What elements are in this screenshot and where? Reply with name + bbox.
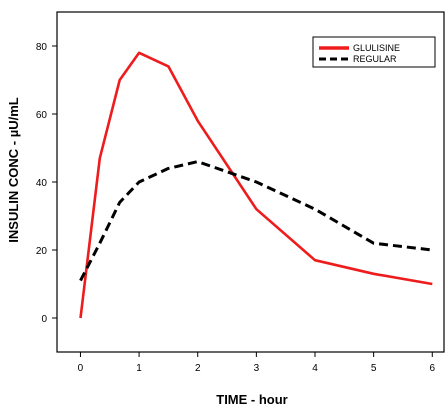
legend-label-regular: REGULAR bbox=[353, 54, 397, 64]
x-axis-title: TIME - hour bbox=[216, 392, 288, 407]
x-tick-label: 1 bbox=[136, 363, 142, 374]
legend-label-glulisine: GLULISINE bbox=[353, 43, 400, 53]
y-tick-label: 20 bbox=[36, 246, 48, 257]
x-axis-ticks: 0 1 2 3 4 5 6 bbox=[78, 352, 435, 374]
x-tick-label: 2 bbox=[195, 363, 201, 374]
x-tick-label: 5 bbox=[371, 363, 377, 374]
legend: GLULISINE REGULAR bbox=[312, 36, 436, 68]
y-axis-title: INSULIN CONC - µU/mL bbox=[6, 97, 21, 242]
legend-box bbox=[312, 36, 436, 68]
x-tick-label: 3 bbox=[254, 363, 260, 374]
series-line-glulisine bbox=[79, 51, 433, 319]
y-tick-label: 80 bbox=[36, 42, 48, 53]
y-tick-label: 0 bbox=[41, 314, 47, 325]
series-layer bbox=[79, 51, 433, 319]
y-axis-ticks: 0 20 40 60 80 bbox=[36, 42, 57, 325]
y-tick-label: 40 bbox=[36, 178, 48, 189]
series-line-regular bbox=[79, 160, 433, 282]
x-tick-label: 6 bbox=[429, 363, 435, 374]
y-tick-label: 60 bbox=[36, 110, 48, 121]
x-tick-label: 0 bbox=[78, 363, 84, 374]
x-tick-label: 4 bbox=[312, 363, 318, 374]
